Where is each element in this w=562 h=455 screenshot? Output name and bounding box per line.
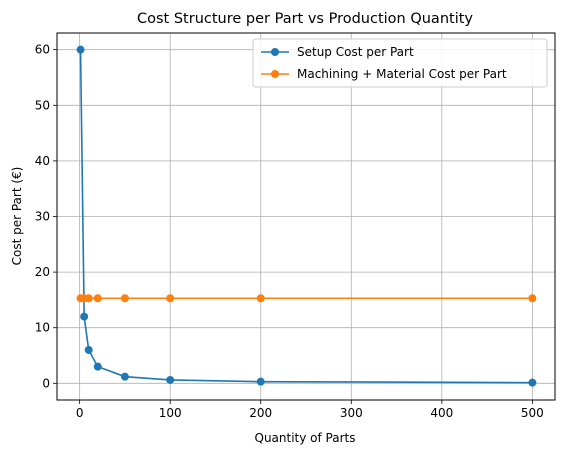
data-point	[120, 294, 129, 303]
data-point	[166, 375, 175, 384]
data-point	[84, 345, 93, 354]
y-tick-label: 50	[35, 98, 50, 112]
grid	[57, 33, 555, 400]
series-line	[79, 49, 533, 384]
data-point	[528, 378, 537, 387]
legend-label: Machining + Material Cost per Part	[297, 67, 507, 81]
legend-marker	[271, 70, 279, 78]
legend-marker	[271, 48, 279, 56]
y-tick-label: 10	[35, 321, 50, 335]
x-tick-label: 200	[249, 406, 272, 420]
data-point	[76, 45, 85, 54]
y-tick-label: 20	[35, 265, 50, 279]
x-tick-label: 0	[76, 406, 84, 420]
legend-box	[252, 38, 548, 88]
x-tick-label: 400	[430, 406, 453, 420]
x-axis-label: Quantity of Parts	[255, 431, 356, 445]
y-tick-label: 0	[42, 376, 50, 390]
series-2	[76, 294, 537, 303]
data-point	[93, 294, 102, 303]
x-tick-label: 500	[521, 406, 544, 420]
x-tick-label: 100	[159, 406, 182, 420]
series-layer	[76, 45, 537, 387]
y-tick-label: 40	[35, 154, 50, 168]
legend-label: Setup Cost per Part	[297, 45, 414, 59]
data-point	[80, 312, 89, 321]
x-tick-label: 300	[340, 406, 363, 420]
ticks: 0 100 200 300 400 500 0 10 20 30 40 50 60	[35, 43, 544, 420]
data-point	[528, 294, 537, 303]
data-point	[84, 294, 93, 303]
data-point	[166, 294, 175, 303]
chart-title: Cost Structure per Part vs Production Qu…	[137, 11, 473, 27]
legend: Setup Cost per Part Machining + Material …	[252, 38, 548, 88]
data-point	[256, 294, 265, 303]
y-tick-label: 30	[35, 210, 50, 224]
data-point	[93, 362, 102, 371]
y-tick-label: 60	[35, 43, 50, 57]
data-point	[256, 377, 265, 386]
series-1	[76, 45, 537, 387]
y-axis-label: Cost per Part (€)	[10, 167, 24, 266]
data-point	[120, 372, 129, 381]
